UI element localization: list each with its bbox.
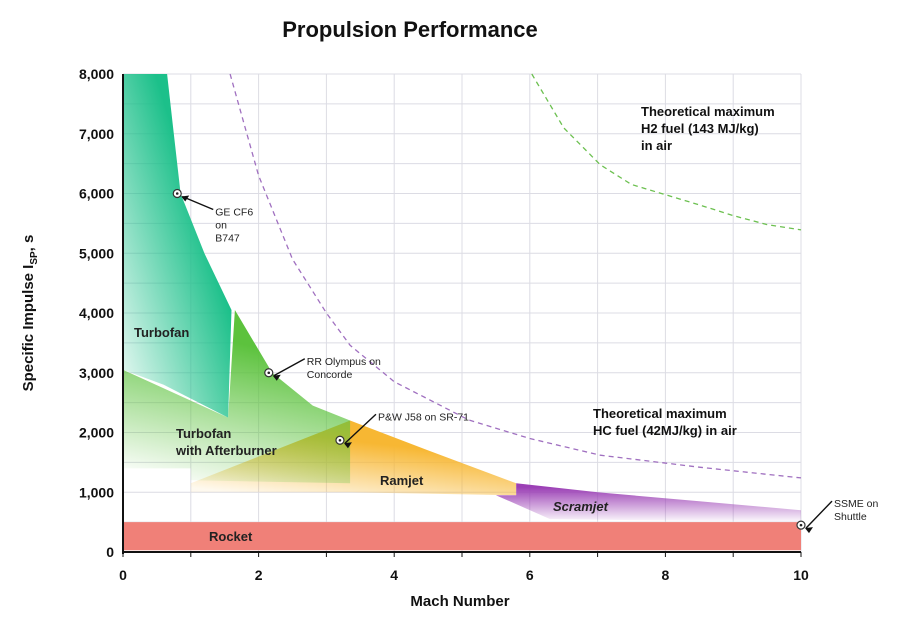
y-axis-label-main: Specific Impulse I: [20, 265, 37, 392]
x-tick-label: 8: [662, 567, 670, 583]
y-axis-label-unit: , s: [20, 235, 37, 252]
y-tick-label: 1,000: [79, 484, 114, 500]
annotation-label: P&W J58 on SR-71: [378, 411, 469, 423]
x-tick-label: 6: [526, 567, 534, 583]
annotation-label: on: [215, 220, 227, 232]
h2-max-curve: [531, 73, 802, 231]
region-rocket: [123, 522, 801, 551]
engine-point-dot: [799, 523, 803, 527]
engine-point-dot: [267, 371, 271, 375]
label-turbofan-ab-2: with Afterburner: [175, 443, 277, 458]
annotation-label: B747: [215, 233, 240, 245]
y-tick-label: 7,000: [79, 126, 114, 142]
label-ramjet: Ramjet: [380, 473, 424, 488]
x-tick-label: 2: [255, 567, 263, 583]
y-tick-label: 3,000: [79, 365, 114, 381]
annotation-label: SSME on: [834, 498, 879, 510]
x-tick-label: 10: [793, 567, 809, 583]
label-turbofan-ab-1: Turbofan: [176, 426, 231, 441]
engine-point-dot: [175, 192, 179, 195]
annotation-arrow: [273, 358, 306, 377]
arrow-head: [272, 374, 281, 381]
annotation-arrow: [805, 500, 833, 529]
region-turbofan-with-afterburner: [123, 310, 351, 484]
arrow-head: [805, 527, 813, 534]
label-scramjet: Scramjet: [553, 499, 609, 514]
h2-label-1: Theoretical maximum: [641, 104, 775, 119]
hc-label-1: Theoretical maximum: [593, 406, 727, 421]
y-axis-label: Specific Impulse ISP, s: [20, 235, 40, 392]
label-rocket: Rocket: [209, 529, 253, 544]
hc-max-curve: [229, 73, 802, 479]
x-tick-label: 0: [119, 567, 127, 583]
annotation-label: Concorde: [307, 369, 353, 381]
regions: [123, 74, 801, 551]
x-axis-label: Mach Number: [410, 593, 509, 610]
y-tick-label: 2,000: [79, 425, 114, 441]
chart-title: Propulsion Performance: [282, 17, 538, 42]
engine-point-dot: [338, 438, 342, 442]
h2-label-3: in air: [641, 138, 672, 153]
y-tick-label: 8,000: [79, 66, 114, 82]
annotation-arrow: [344, 413, 377, 444]
annotation-arrow: [181, 195, 214, 211]
annotation-label: RR Olympus on: [307, 356, 381, 368]
region-turbofan: [123, 74, 232, 418]
annotation-label: Shuttle: [834, 511, 867, 523]
arrow-head: [181, 195, 190, 202]
theoretical-curves: [229, 73, 802, 479]
x-tick-label: 4: [390, 567, 398, 583]
y-axis-label-sub: SP: [29, 251, 40, 265]
y-tick-label: 6,000: [79, 186, 114, 202]
y-tick-label: 0: [106, 544, 114, 560]
h2-label-2: H2 fuel (143 MJ/kg): [641, 121, 759, 136]
annotation-label: GE CF6: [215, 207, 253, 219]
hc-label-2: HC fuel (42MJ/kg) in air: [593, 423, 737, 438]
arrow-head: [343, 442, 352, 449]
region-labels: Turbofan Turbofan with Afterburner Ramje…: [134, 104, 775, 544]
region-scramjet: [495, 483, 801, 523]
axes: 0 2 4 6 8 10 0 1,000 2,000 3,000 4,000 5,000 6,000 7,…: [79, 66, 809, 583]
y-tick-label: 4,000: [79, 305, 114, 321]
y-tick-label: 5,000: [79, 245, 114, 261]
label-turbofan: Turbofan: [134, 325, 189, 340]
